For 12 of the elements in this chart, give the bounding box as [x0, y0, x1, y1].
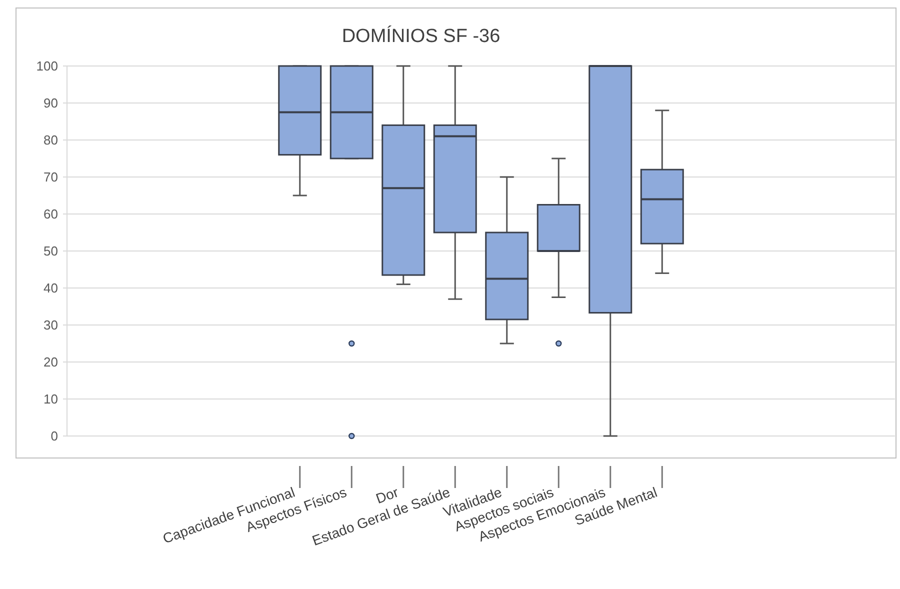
- y-tick-label: 40: [44, 280, 58, 296]
- y-tick-label: 80: [44, 132, 58, 148]
- y-tick-label: 30: [44, 318, 58, 333]
- y-tick-label: 60: [44, 206, 58, 222]
- chart-title: DOMÍNIOS SF -36: [342, 25, 500, 47]
- y-tick-label: 10: [44, 392, 58, 407]
- y-tick-label: 100: [36, 58, 58, 74]
- y-tick-label: 20: [44, 354, 58, 370]
- y-tick-label: 70: [44, 170, 58, 185]
- y-tick-label: 0: [50, 428, 58, 444]
- y-tick-label: 50: [44, 244, 58, 259]
- y-tick-label: 90: [44, 96, 58, 111]
